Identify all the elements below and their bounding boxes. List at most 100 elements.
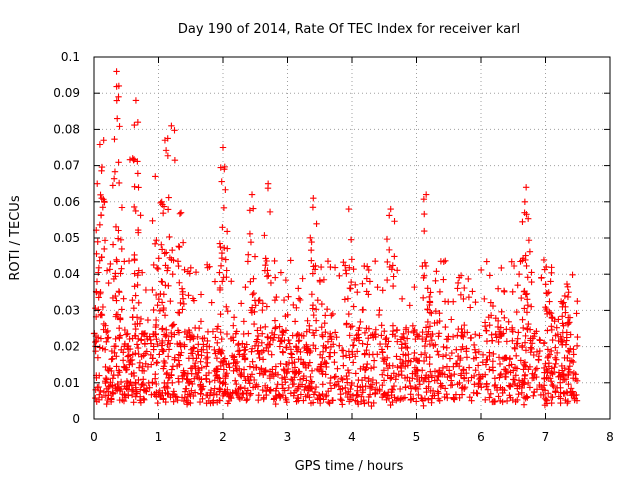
data-point bbox=[179, 306, 186, 313]
data-point bbox=[234, 348, 242, 355]
data-point bbox=[105, 392, 112, 399]
data-point bbox=[344, 367, 352, 374]
data-point bbox=[119, 391, 126, 398]
data-point bbox=[95, 396, 103, 403]
data-point bbox=[280, 296, 288, 304]
data-point bbox=[543, 396, 550, 403]
data-point bbox=[366, 278, 374, 285]
data-point bbox=[246, 363, 254, 370]
data-point bbox=[295, 285, 302, 292]
data-point bbox=[285, 293, 292, 300]
data-point bbox=[442, 351, 450, 359]
data-point bbox=[393, 326, 401, 334]
data-point bbox=[503, 326, 510, 333]
data-point bbox=[149, 286, 156, 294]
data-point bbox=[454, 381, 461, 388]
data-point bbox=[259, 330, 266, 337]
y-tick-label: 0 bbox=[72, 412, 80, 426]
data-point bbox=[425, 396, 432, 404]
data-point bbox=[105, 367, 113, 375]
data-point bbox=[164, 206, 172, 213]
data-point bbox=[378, 394, 386, 401]
data-point bbox=[103, 400, 110, 408]
data-point bbox=[216, 346, 223, 353]
data-point bbox=[543, 305, 550, 313]
data-point bbox=[472, 367, 479, 374]
data-point bbox=[100, 388, 108, 396]
data-point bbox=[351, 353, 359, 360]
data-point bbox=[548, 323, 555, 330]
data-point bbox=[106, 266, 114, 273]
data-point bbox=[251, 253, 259, 260]
data-point bbox=[247, 373, 254, 381]
data-point bbox=[412, 335, 419, 343]
data-point bbox=[161, 384, 168, 391]
x-axis-label: GPS time / hours bbox=[295, 459, 404, 474]
data-point bbox=[343, 320, 350, 327]
data-point bbox=[113, 363, 120, 370]
data-point bbox=[286, 340, 293, 347]
data-point bbox=[404, 344, 411, 352]
data-point bbox=[371, 257, 379, 265]
data-point bbox=[486, 352, 493, 360]
data-point bbox=[547, 369, 555, 377]
data-point bbox=[557, 298, 565, 305]
data-point bbox=[340, 362, 347, 369]
data-point bbox=[220, 358, 228, 365]
data-point bbox=[293, 332, 300, 339]
data-point bbox=[353, 392, 360, 399]
data-point bbox=[522, 332, 529, 340]
data-point bbox=[164, 152, 172, 159]
data-point bbox=[180, 300, 188, 308]
data-point bbox=[174, 258, 182, 265]
data-point bbox=[348, 323, 356, 330]
data-point bbox=[176, 210, 184, 217]
data-point bbox=[432, 307, 440, 315]
data-point bbox=[205, 397, 212, 405]
data-point bbox=[448, 377, 455, 384]
data-point bbox=[134, 118, 142, 126]
data-point bbox=[104, 396, 111, 404]
data-point bbox=[446, 355, 454, 362]
data-point bbox=[361, 400, 368, 407]
data-point bbox=[343, 375, 351, 383]
data-point bbox=[432, 277, 439, 284]
data-point bbox=[563, 388, 570, 396]
data-point bbox=[322, 393, 330, 400]
data-point bbox=[116, 387, 124, 395]
data-point bbox=[445, 298, 452, 306]
data-point bbox=[467, 334, 475, 341]
data-point bbox=[312, 383, 320, 391]
data-point bbox=[213, 354, 221, 362]
data-point bbox=[372, 326, 379, 333]
data-point bbox=[477, 374, 484, 382]
data-point bbox=[520, 401, 528, 408]
data-point bbox=[566, 368, 574, 375]
data-point bbox=[308, 238, 315, 246]
data-point bbox=[297, 391, 305, 398]
data-point bbox=[250, 376, 258, 384]
data-point bbox=[250, 275, 257, 282]
data-point bbox=[123, 366, 131, 373]
data-point bbox=[364, 360, 371, 368]
data-point bbox=[184, 376, 191, 383]
data-point bbox=[436, 288, 444, 296]
data-point bbox=[540, 340, 548, 347]
data-point bbox=[228, 278, 235, 285]
data-point bbox=[354, 288, 361, 296]
data-point bbox=[118, 245, 125, 253]
data-point bbox=[560, 370, 567, 378]
data-point bbox=[309, 204, 317, 211]
data-point bbox=[302, 393, 309, 400]
data-point bbox=[187, 350, 195, 357]
data-point bbox=[544, 346, 552, 353]
data-point bbox=[160, 347, 167, 355]
data-point bbox=[420, 195, 428, 203]
data-point bbox=[546, 298, 553, 305]
data-point bbox=[287, 257, 294, 264]
data-point bbox=[224, 307, 231, 315]
data-point bbox=[505, 318, 512, 326]
data-point bbox=[528, 278, 535, 286]
data-point bbox=[204, 353, 211, 361]
data-point bbox=[384, 258, 391, 266]
